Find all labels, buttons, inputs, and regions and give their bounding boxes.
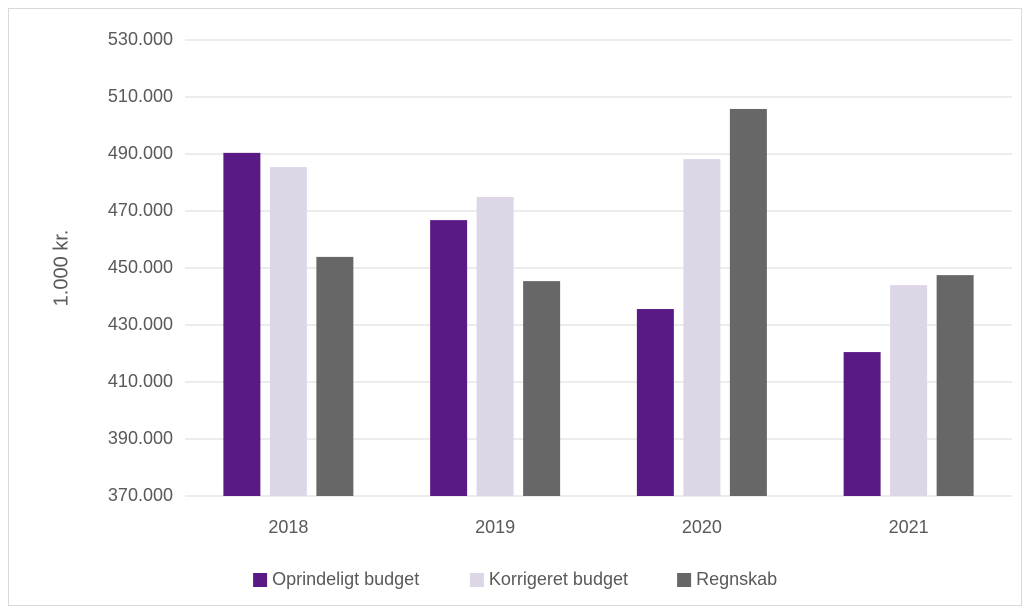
legend-label: Korrigeret budget	[489, 569, 628, 589]
legend-swatch	[469, 573, 484, 587]
bar	[729, 108, 767, 496]
y-tick-label: 430.000	[108, 314, 173, 334]
x-tick-label: 2019	[475, 517, 515, 537]
bar	[683, 159, 721, 496]
y-axis-label: 1.000 kr.	[50, 230, 72, 307]
bar	[636, 309, 674, 496]
x-tick-label: 2018	[268, 517, 308, 537]
bar	[430, 220, 468, 496]
y-tick-label: 470.000	[108, 200, 173, 220]
x-tick-label: 2020	[682, 517, 722, 537]
legend-swatch	[677, 573, 692, 587]
bar	[890, 285, 928, 496]
bar	[316, 256, 354, 496]
bar	[476, 197, 514, 496]
bar	[269, 167, 307, 497]
legend-label: Oprindeligt budget	[272, 569, 419, 589]
x-tick-label: 2021	[889, 517, 929, 537]
bar	[223, 152, 261, 497]
legend-label: Regnskab	[696, 569, 777, 589]
chart-border	[8, 8, 1022, 606]
bar	[523, 281, 561, 496]
bar	[843, 352, 881, 496]
y-tick-label: 390.000	[108, 428, 173, 448]
y-tick-label: 370.000	[108, 485, 173, 505]
bar	[936, 275, 974, 496]
legend-swatch	[253, 573, 268, 587]
y-tick-label: 530.000	[108, 29, 173, 49]
y-tick-label: 450.000	[108, 257, 173, 277]
y-tick-label: 410.000	[108, 371, 173, 391]
y-tick-label: 490.000	[108, 143, 173, 163]
y-tick-label: 510.000	[108, 86, 173, 106]
